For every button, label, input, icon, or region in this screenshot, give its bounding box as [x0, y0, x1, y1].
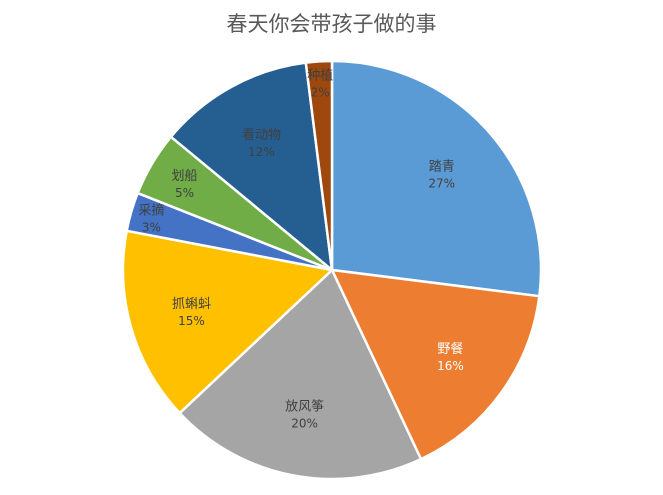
slice-percent-label: 5% [175, 186, 194, 200]
slice-percent-label: 27% [428, 176, 455, 190]
slice-percent-label: 16% [437, 359, 464, 373]
slice-percent-label: 2% [311, 85, 330, 99]
pie-slice [330, 268, 541, 461]
pie-slice [330, 59, 543, 298]
pie-slices [121, 59, 543, 481]
slice-percent-label: 15% [178, 314, 205, 328]
pie-slice [304, 59, 334, 272]
pie-slice [178, 268, 423, 481]
slice-category-label: 采摘 [138, 203, 164, 219]
slice-percent-label: 20% [291, 417, 318, 431]
slice-percent-label: 3% [142, 221, 161, 235]
pie-labels: 踏青 27% 野餐 16% 放风筝 20% 抓蝌蚪 15% 采摘 3% 划船 5% 看动物 12% 种植 2% [138, 68, 463, 430]
chart-title: 春天你会带孩子做的事 [226, 12, 437, 36]
slice-category-label: 看动物 [242, 127, 281, 143]
slice-category-label: 种植 [307, 68, 333, 83]
slice-category-label: 踏青 [429, 159, 455, 174]
pie-slice [121, 229, 334, 415]
pie-slice [169, 61, 334, 272]
slice-percent-label: 12% [248, 145, 275, 159]
slice-category-label: 放风筝 [285, 399, 324, 415]
slice-category-label: 划船 [171, 169, 197, 184]
slice-category-label: 抓蝌蚪 [172, 297, 211, 312]
slice-category-label: 野餐 [437, 341, 463, 357]
